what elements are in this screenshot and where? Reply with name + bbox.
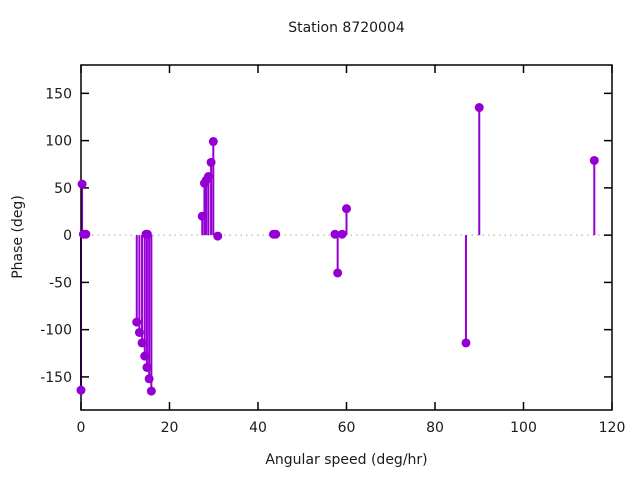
x-tick-label: 0 — [77, 420, 86, 436]
data-point-dot — [81, 229, 91, 239]
plot-border — [80, 64, 613, 411]
x-tick-label: 60 — [338, 420, 356, 436]
y-tick-label: -50 — [49, 275, 72, 291]
x-tick-label: 20 — [161, 420, 179, 436]
data-point-dot — [333, 268, 343, 278]
data-point-dot — [203, 172, 213, 182]
x-tick-label: 80 — [426, 420, 444, 436]
data-point-dot — [137, 338, 147, 348]
y-tick-label: 150 — [45, 86, 72, 102]
data-point-dot — [271, 229, 281, 239]
data-point-dot — [140, 351, 150, 361]
data-point-dot — [330, 229, 340, 239]
x-tick-label: 100 — [510, 420, 537, 436]
data-point-dot — [474, 103, 484, 113]
y-tick-label: -150 — [40, 370, 72, 386]
chart-title: Station 8720004 — [288, 20, 405, 36]
data-point-dot — [589, 155, 599, 165]
data-point-dot — [208, 137, 218, 147]
data-point-dot — [342, 204, 351, 214]
x-axis-label: Angular speed (deg/hr) — [265, 452, 428, 468]
data-point-dot — [144, 374, 154, 384]
data-point-dot — [77, 179, 87, 189]
data-point-dot — [213, 231, 223, 241]
y-axis-label: Phase (deg) — [10, 195, 26, 279]
data-point-dot — [197, 211, 207, 221]
y-tick-label: 0 — [63, 228, 72, 244]
data-point-dot — [142, 229, 152, 239]
data-point-dot — [146, 386, 156, 396]
y-tick-label: -100 — [40, 323, 72, 339]
data-point-dot — [142, 362, 152, 372]
data-point-dot — [461, 338, 471, 348]
data-point-dot — [134, 327, 144, 337]
data-point-dot — [76, 385, 86, 395]
data-point-dot — [132, 317, 142, 327]
x-tick-label: 40 — [249, 420, 267, 436]
data-point-dot — [206, 157, 216, 167]
x-tick-label: 120 — [599, 420, 626, 436]
data-point-dot — [337, 229, 347, 239]
y-tick-label: 100 — [45, 134, 72, 150]
y-tick-label: 50 — [54, 181, 72, 197]
